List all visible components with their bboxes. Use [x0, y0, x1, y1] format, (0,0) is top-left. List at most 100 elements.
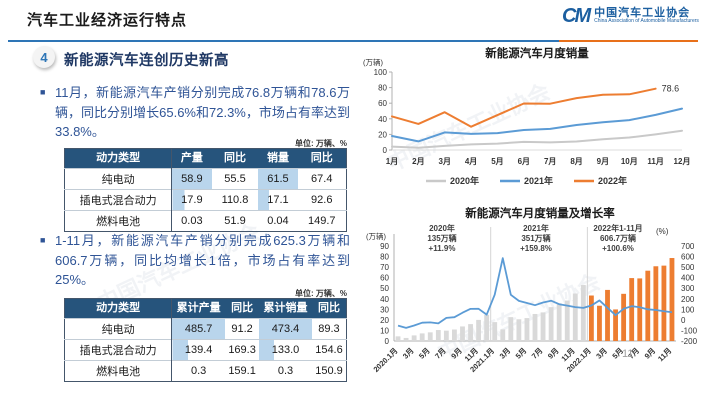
left-tick-label: 50: [380, 284, 389, 293]
sales-bar: [597, 305, 602, 341]
x-tick-label: 9月: [546, 346, 561, 361]
column-header: 同比: [297, 148, 347, 169]
y-tick-label: 20: [378, 130, 387, 139]
sales-bar: [580, 284, 586, 341]
right-tick-label: 400: [681, 274, 695, 283]
left-tick-label: 20: [380, 316, 389, 325]
sales-bar: [468, 324, 473, 341]
x-tick-label: 2月: [412, 157, 424, 166]
legend-label: 2022年: [598, 175, 627, 186]
table-cell: 139.4: [171, 339, 226, 361]
table-row: 插电式混合动力 17.9 110.8 17.1 92.6: [64, 189, 347, 211]
power-type-table-monthly: 动力类型 产量 同比 销量 同比 纯电动 58.9 55.5 61.5 67.4 插电式混合动力 17…: [64, 148, 347, 233]
x-tick-label: 7月: [530, 346, 545, 361]
sales-bar: [500, 329, 506, 341]
sales-bar: [629, 278, 635, 341]
y-tick-label: 60: [378, 99, 387, 108]
sales-bar: [516, 319, 522, 341]
x-tick-label: 8月: [570, 157, 582, 166]
right-tick-label: 500: [681, 263, 695, 272]
sales-bar: [508, 317, 514, 341]
monthly-sales-line-chart: 新能源汽车月度销量 (万辆) 0 20 40 60 80 100 1月 2月 3月 4月 5月 6月 7月 8…: [363, 46, 691, 186]
left-tick-label: 60: [380, 274, 389, 283]
table-cell: 51.9: [211, 210, 259, 232]
chart-annotation: 2020年: [429, 223, 455, 233]
sales-bar: [484, 314, 490, 341]
sales-bar: [443, 330, 449, 341]
table-row: 燃料电池 0.3 159.1 0.3 150.9: [64, 360, 347, 382]
table-cell: 133.0: [259, 339, 312, 361]
x-tick-label: 7月: [433, 346, 448, 361]
column-header: 销量: [258, 148, 298, 169]
row-label: 插电式混合动力: [64, 189, 173, 211]
sales-bar: [476, 319, 482, 341]
sales-bar: [460, 326, 465, 341]
series-end-label: 78.6: [662, 84, 680, 94]
table-cell: 89.3: [311, 318, 347, 340]
x-tick-label: 11月: [647, 157, 663, 166]
column-header: 产量: [171, 148, 212, 169]
data-table: 动力类型 累计产量 同比 累计销量 同比 纯电动 485.7 91.2 473.4 89.3 插电式…: [64, 298, 347, 383]
chart-annotation: 351万辆: [521, 233, 550, 243]
x-tick-label: 12月: [674, 157, 691, 166]
x-tick-label: 9月: [449, 346, 464, 361]
sales-bar: [540, 312, 546, 341]
sales-bar: [548, 307, 554, 341]
unit-label-table2: 单位: 万辆、%: [295, 289, 347, 298]
row-label: 纯电动: [64, 318, 173, 340]
sales-bar: [532, 313, 538, 341]
x-tick-label: 6月: [518, 157, 530, 166]
chart-annotation: +100.6%: [602, 244, 634, 253]
caam-logo-icon: CM: [562, 5, 591, 27]
row-label: 燃料电池: [64, 360, 173, 382]
sales-bar: [637, 278, 643, 341]
table-cell: 67.4: [297, 168, 347, 190]
power-type-table-cumulative: 动力类型 累计产量 同比 累计销量 同比 纯电动 485.7 91.2 473.4 89.3 插电式…: [64, 298, 347, 383]
x-tick-label: 9月: [643, 346, 658, 361]
unit-label-table1: 单位: 万辆、%: [295, 139, 347, 148]
column-header: 累计产量: [171, 298, 226, 319]
sales-bar: [661, 265, 667, 341]
sales-bar: [653, 266, 659, 341]
y-tick-label: 0: [383, 146, 388, 155]
chart-annotation: 606.7万辆: [600, 233, 636, 243]
row-label: 燃料电池: [64, 210, 173, 232]
table-cell: 17.9: [171, 189, 212, 211]
sales-bar: [395, 336, 401, 341]
sales-bar: [621, 293, 627, 341]
left-tick-label: 70: [380, 263, 389, 272]
logo-org-name: 中国汽车工业协会: [594, 6, 691, 19]
y-tick-label: 80: [378, 84, 387, 93]
legend-label: 2021年: [524, 175, 553, 186]
x-tick-label: 1月: [386, 157, 398, 166]
column-header: 动力类型: [64, 148, 173, 169]
x-tick-label: 5月: [491, 157, 503, 166]
growth-rate-line: [397, 257, 673, 329]
table-cell: 58.9: [171, 168, 212, 190]
row-label: 纯电动: [64, 168, 173, 190]
series-2021年: [391, 107, 683, 143]
section-title: 新能源汽车连创历史新高: [64, 53, 229, 69]
sales-bar: [435, 330, 441, 341]
table-cell: 110.8: [211, 189, 259, 211]
table-cell: 485.7: [171, 318, 226, 340]
logo-text: 中国汽车工业协会 China Association of Automobile…: [594, 7, 699, 25]
right-tick-label: 100: [681, 305, 695, 314]
bullet-jan-nov: ■ 1-11月，新能源汽车产销分别完成625.3万辆和606.7万辆，同比均增长…: [40, 231, 350, 290]
series-2022年: [391, 87, 657, 128]
chart-annotation: 2021年: [523, 223, 549, 233]
x-tick-label: 3月: [401, 346, 416, 361]
sales-bar: [411, 335, 417, 341]
right-tick-label: 600: [681, 253, 695, 262]
right-tick-label: -200: [681, 337, 698, 346]
table-cell: 0.3: [259, 360, 312, 382]
x-tick-label: 11月: [656, 346, 673, 363]
bullet-text: 11月，新能源汽车产销分别完成76.8万辆和78.6万辆，同比分别增长65.6%…: [55, 85, 350, 139]
sales-bar: [605, 289, 610, 341]
left-axis-unit: (万辆): [366, 231, 386, 241]
left-tick-label: 90: [380, 242, 389, 251]
table-cell: 55.5: [211, 168, 259, 190]
column-header: 同比: [225, 298, 260, 319]
table-cell: 154.6: [311, 339, 347, 361]
